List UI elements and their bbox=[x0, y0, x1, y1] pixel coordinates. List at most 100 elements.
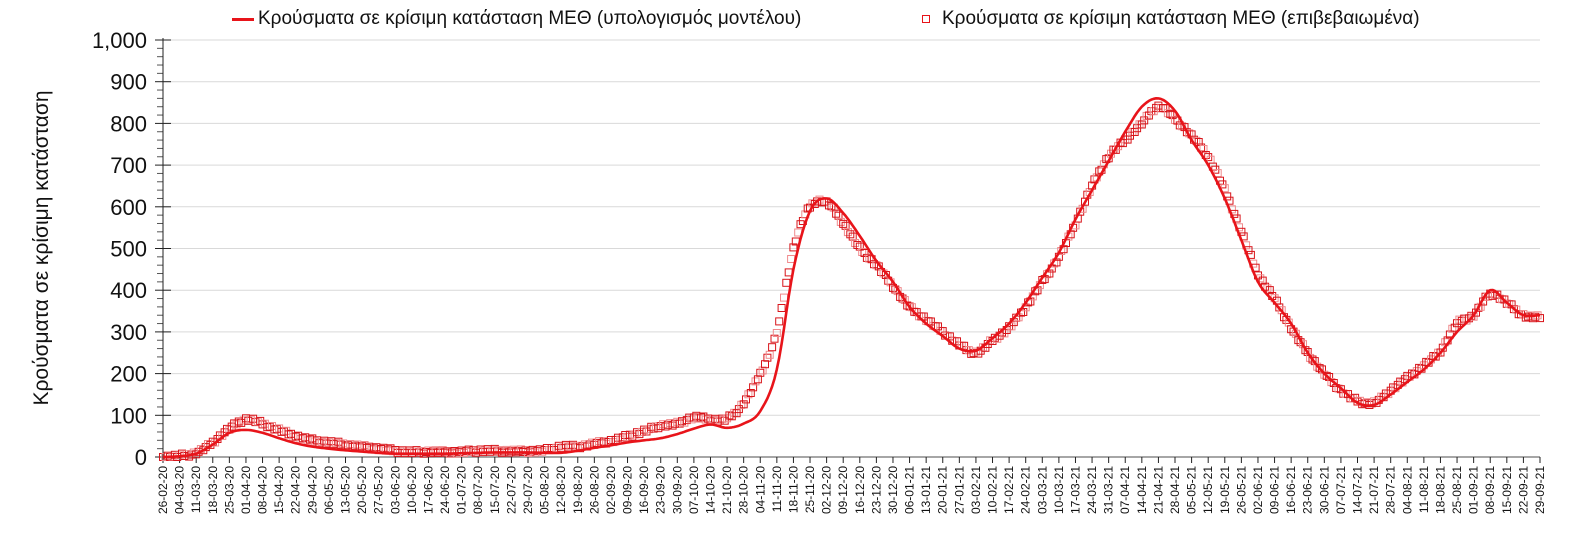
x-tick-label: 10-06-20 bbox=[405, 466, 419, 514]
x-tick-label: 21-10-20 bbox=[720, 466, 734, 514]
data-point bbox=[386, 444, 395, 453]
data-point bbox=[900, 296, 909, 304]
data-point bbox=[1389, 383, 1398, 392]
data-point bbox=[599, 437, 608, 446]
x-tick-label: 05-08-20 bbox=[538, 466, 552, 514]
data-point bbox=[862, 253, 871, 262]
x-tick-label: 30-09-20 bbox=[670, 466, 684, 514]
data-point bbox=[789, 243, 798, 252]
data-point bbox=[656, 422, 665, 431]
x-tick-label: 05-05-21 bbox=[1185, 466, 1199, 514]
y-tick-label: 300 bbox=[110, 320, 147, 345]
x-tick-label: 15-04-20 bbox=[272, 466, 286, 514]
x-tick-label: 15-09-21 bbox=[1500, 466, 1514, 514]
x-tick-label: 16-06-21 bbox=[1284, 466, 1298, 514]
data-point bbox=[855, 242, 864, 251]
x-tick-label: 16-09-20 bbox=[637, 466, 651, 514]
data-point bbox=[334, 437, 343, 446]
x-tick-label: 09-12-20 bbox=[836, 466, 850, 514]
data-point bbox=[732, 409, 741, 418]
x-tick-label: 07-10-20 bbox=[687, 466, 701, 514]
data-point bbox=[734, 405, 743, 414]
data-point bbox=[1325, 373, 1334, 381]
data-point bbox=[832, 209, 841, 218]
x-tick-label: 12-08-20 bbox=[554, 466, 568, 514]
x-tick-label: 28-10-20 bbox=[737, 466, 751, 514]
y-tick-label: 600 bbox=[110, 195, 147, 220]
data-point bbox=[1472, 308, 1480, 317]
x-tick-label: 21-04-21 bbox=[1151, 466, 1165, 514]
data-point bbox=[1171, 116, 1179, 124]
x-tick-label: 10-02-21 bbox=[986, 466, 1000, 514]
data-point bbox=[1258, 276, 1267, 285]
x-tick-label: 06-05-20 bbox=[322, 466, 336, 514]
data-point bbox=[775, 317, 784, 326]
data-point bbox=[1206, 155, 1215, 164]
data-point bbox=[765, 350, 774, 359]
data-point bbox=[1140, 116, 1149, 125]
x-tick-label: 23-12-20 bbox=[869, 466, 883, 514]
y-tick-label: 200 bbox=[110, 362, 147, 387]
data-point bbox=[751, 377, 760, 386]
legend-label-model: Κρούσματα σε κρίσιμη κατάσταση ΜΕΘ (υπολ… bbox=[258, 8, 802, 29]
x-tick-label: 26-02-20 bbox=[156, 466, 170, 514]
data-point bbox=[552, 443, 561, 452]
data-point bbox=[1474, 303, 1483, 312]
x-tick-label: 28-04-21 bbox=[1168, 466, 1182, 514]
y-tick-label: 100 bbox=[110, 403, 147, 428]
x-tick-label: 19-05-21 bbox=[1218, 466, 1232, 514]
data-point bbox=[1263, 284, 1272, 293]
data-point bbox=[1194, 138, 1203, 146]
x-tick-label: 22-09-21 bbox=[1516, 466, 1530, 514]
gridlines bbox=[163, 39, 1540, 416]
x-tick-label: 03-03-21 bbox=[1035, 466, 1049, 514]
x-tick-label: 22-04-20 bbox=[289, 466, 303, 514]
x-tick-label: 22-07-20 bbox=[504, 466, 518, 514]
data-point bbox=[1450, 323, 1459, 332]
x-tick-label: 25-08-21 bbox=[1450, 466, 1464, 514]
x-tick-label: 14-04-21 bbox=[1135, 466, 1149, 514]
data-point bbox=[720, 416, 729, 425]
data-point bbox=[652, 422, 660, 431]
x-tick-label: 11-03-20 bbox=[189, 466, 203, 513]
x-tick-label: 08-04-20 bbox=[256, 466, 270, 514]
x-tick-label: 06-01-21 bbox=[903, 466, 917, 514]
x-tick-label: 19-08-20 bbox=[571, 466, 585, 514]
data-point bbox=[1336, 385, 1345, 394]
x-tick-label: 07-04-21 bbox=[1118, 466, 1132, 514]
x-tick-label: 29-09-21 bbox=[1533, 466, 1547, 514]
data-point bbox=[1313, 362, 1322, 371]
confirmed-series-markers bbox=[159, 101, 1544, 461]
data-point bbox=[839, 219, 848, 228]
y-tick-label: 1,000 bbox=[92, 28, 147, 53]
data-point bbox=[753, 375, 762, 384]
data-point bbox=[1536, 314, 1544, 323]
x-tick-label: 24-02-21 bbox=[1019, 466, 1033, 514]
data-point bbox=[739, 400, 748, 409]
data-point bbox=[1396, 377, 1405, 386]
x-tick-label: 03-06-20 bbox=[388, 466, 402, 514]
x-tick-label: 30-12-20 bbox=[886, 466, 900, 514]
x-tick-label: 09-06-21 bbox=[1268, 466, 1282, 514]
data-point bbox=[628, 432, 637, 441]
data-point bbox=[1315, 364, 1324, 373]
x-tick-label: 17-02-21 bbox=[1002, 466, 1016, 514]
legend: Κρούσματα σε κρίσιμη κατάσταση ΜΕΘ (υπολ… bbox=[0, 4, 1590, 34]
x-tick-label: 04-11-20 bbox=[753, 466, 767, 513]
data-point bbox=[1299, 340, 1307, 349]
x-tick-label: 13-01-21 bbox=[919, 466, 933, 514]
x-tick-label: 15-07-20 bbox=[488, 466, 502, 514]
data-point bbox=[611, 435, 620, 444]
x-tick-label: 28-07-21 bbox=[1384, 466, 1398, 514]
x-tick-label: 18-11-20 bbox=[786, 466, 800, 513]
data-point bbox=[746, 389, 755, 397]
x-tick-label: 10-03-21 bbox=[1052, 466, 1066, 514]
data-point bbox=[825, 201, 833, 210]
data-point bbox=[905, 302, 914, 311]
x-tick-label: 04-03-20 bbox=[173, 466, 187, 514]
data-point bbox=[1448, 324, 1457, 333]
data-point bbox=[723, 414, 732, 423]
data-point bbox=[1500, 295, 1509, 304]
